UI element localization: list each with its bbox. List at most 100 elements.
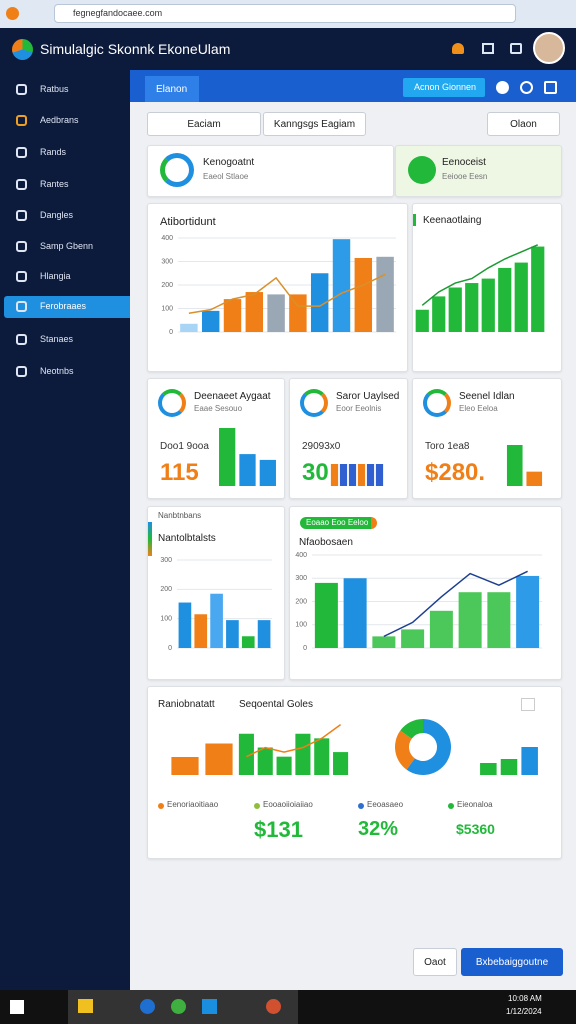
legend-label: Eooaoiioiaiiao [263,800,313,809]
logo [12,39,33,60]
tab-label: Elanon [156,84,188,95]
nav-icon [16,301,27,312]
export-icon[interactable] [544,81,557,94]
summary-title: Eenoceist [442,157,486,168]
accent [148,522,152,556]
refresh-icon[interactable] [521,698,535,711]
nav-icon [16,147,27,158]
nav-label: Samp Gbenn [40,241,94,251]
kpi-icon [158,389,186,417]
avatar[interactable] [533,32,565,64]
home-icon[interactable] [482,43,494,54]
nav-icon [16,334,27,345]
clock-date: 1/12/2024 [506,1007,542,1016]
card-title: Seqoental Goles [239,699,313,710]
app-icon[interactable] [202,999,217,1014]
summary-value: 32% [358,818,399,840]
summary-card: Kenogoatnt Eaeol Stlaoe [147,145,394,197]
nav-label: Neotnbs [40,366,74,376]
card-title: Raniobnatatt [158,699,215,710]
settings-icon[interactable] [520,81,533,94]
chart-card: Keenaotlaing [412,203,562,372]
legend-swatch [158,803,164,809]
nav-label: Stanaes [40,334,74,344]
summary-icon [160,153,194,187]
legend-label: Eieonaloa [457,800,493,809]
kpi-caption: Doo1 9ooa [160,441,209,452]
summary-card: Eenoceist Eeiooe Eesn [395,145,562,197]
primary-button[interactable]: Bxbebaiggoutne [461,948,563,976]
kpi-value: 115 [160,459,199,486]
toolbar-button[interactable]: Eaciam [147,112,261,136]
app-subtitle: EkoneUlam [158,41,231,57]
summary-subtitle: Eaeol Stlaoe [203,172,249,181]
action-button[interactable]: Acnon Gionnen [403,78,485,97]
toolbar-button[interactable]: Olaon [487,112,560,136]
app-title: Simulalgic Skonnk [40,41,155,57]
tab[interactable]: Elanon [145,76,199,102]
button-label: Oaot [424,956,446,968]
nav-icon [16,271,27,282]
chart-card: Atibortidunt [147,203,408,372]
nav-item[interactable]: Ferobraaes [4,296,130,318]
nav-item[interactable]: Rands [4,142,130,164]
kpi-value: $280. [425,459,486,486]
summary-title: Kenogoatnt [203,157,255,168]
toolbar-button[interactable]: Kanngsgs Eagiam [263,112,366,136]
nav-icon [16,366,27,377]
nav-item[interactable]: Ratbus [4,79,130,101]
nav-label: Hlangia [40,271,71,281]
chart-card: Eoaao Eoo Eeloo Nfaobosaen [289,506,562,680]
nav-icon [16,115,27,126]
url: fegnegfandocaee.com [73,8,163,18]
kpi-value: 30 [302,459,329,486]
cancel-button[interactable]: Oaot [413,948,457,976]
nav-item[interactable]: Dangles [4,205,130,227]
taskbar: 10:08 AM 1/12/2024 [0,990,576,1024]
sidebar: Ratbus Aedbrans Rands Rantes Dangles Samp Gbe… [0,70,130,990]
app-icon[interactable] [171,999,186,1014]
kpi-title: Saror Uaylsed [336,391,400,402]
nav-label: Aedbrans [40,115,79,125]
address-bar[interactable]: fegnegfandocaee.com [54,4,516,23]
legend-label: Eeoasaeo [367,800,404,809]
kpi-subtitle: Eoor Eeolnis [336,404,382,413]
app-icon[interactable] [78,999,93,1013]
nav-label: Rands [40,147,67,157]
nav-item[interactable]: Stanaes [4,329,130,351]
start-button[interactable] [10,1000,24,1014]
browser-bar: fegnegfandocaee.com [0,0,576,28]
chart-title: Atibortidunt [160,216,216,228]
nav-item[interactable]: Neotnbs [4,361,130,383]
kpi-title: Seenel Idlan [459,391,515,402]
app-icon[interactable] [140,999,155,1014]
kpi-icon [300,389,328,417]
nav-item[interactable]: Rantes [4,174,130,196]
toolbar-label: Eaciam [187,118,221,130]
nav-item[interactable]: Aedbrans [4,110,130,132]
nav-item[interactable]: Samp Gbenn [4,236,130,258]
clock-time: 10:08 AM [508,994,542,1003]
browser-icon[interactable] [6,7,19,20]
nav-icon [16,179,27,190]
chart-title: Nfaobosaen [299,537,353,548]
accent [413,214,416,226]
kpi-card: Seenel Idlan Eleo Eeloa Toro 1ea8 $280. [412,378,562,499]
app-header: Simulalgic Skonnk EkoneUlam [0,28,576,70]
kpi-icon [423,389,451,417]
tab-bar: Elanon Acnon Gionnen [130,70,576,102]
message-icon[interactable] [510,43,522,54]
summary-icon [408,156,436,184]
legend-swatch [358,803,364,809]
pill: Eoaao Eoo Eeloo [300,517,377,529]
nav-icon [16,84,27,95]
app-icon[interactable] [266,999,281,1014]
kpi-subtitle: Eleo Eeloa [459,404,498,413]
kpi-caption: Toro 1ea8 [425,441,470,452]
bell-icon[interactable] [452,43,464,54]
legend-label: Eenoriaoitiaao [167,800,219,809]
kpi-card: Deenaeet Aygaat Eaae Sesouo Doo1 9ooa 115 [147,378,285,499]
nav-item[interactable]: Hlangia [4,266,130,288]
profile-icon[interactable] [496,81,509,94]
